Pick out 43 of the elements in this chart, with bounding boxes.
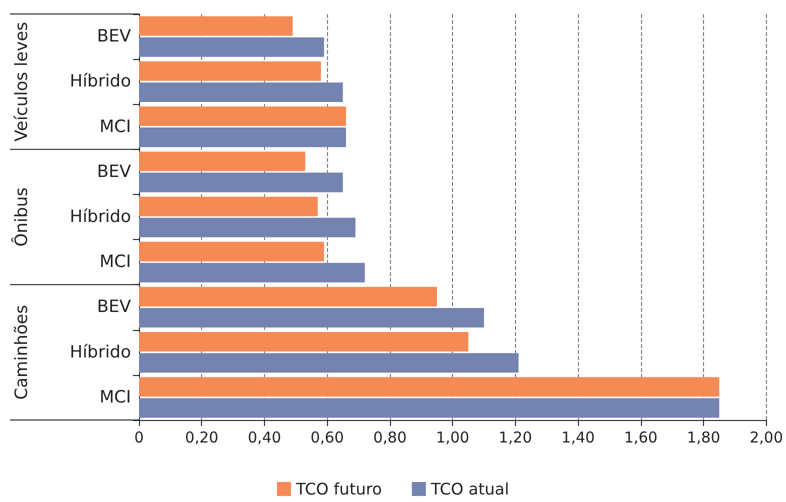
bar — [139, 353, 519, 373]
y-tick-label: Híbrido — [70, 72, 131, 92]
x-tick-label: 0 — [134, 428, 144, 446]
bar — [139, 152, 306, 172]
text: Ônibus — [11, 187, 32, 247]
y-tick-label: MCI — [99, 387, 131, 408]
bar — [139, 128, 346, 148]
bar — [139, 106, 346, 126]
text: Caminhões — [12, 304, 32, 400]
x-tick-label: 1,20 — [498, 428, 532, 446]
text: Veículos leves — [12, 22, 32, 142]
y-tick-label: Híbrido — [70, 207, 131, 227]
bar — [139, 308, 484, 328]
bar — [139, 242, 324, 262]
x-tick-label: 0,60 — [310, 428, 344, 446]
x-tick-label: 0,80 — [373, 428, 407, 446]
bar — [139, 37, 324, 57]
x-tick-label: 1,60 — [624, 428, 658, 446]
x-tick-label: 1,00 — [436, 428, 470, 446]
y-tick-label: BEV — [96, 162, 132, 182]
x-tick-label: 0,40 — [248, 428, 282, 446]
y-tick-label: MCI — [99, 116, 131, 137]
y-tick-label: MCI — [99, 252, 131, 272]
x-tick-label: 1,80 — [686, 428, 720, 446]
bar — [139, 61, 321, 81]
bar — [139, 218, 356, 238]
bar — [139, 398, 720, 418]
bar — [139, 377, 720, 397]
bar — [139, 196, 318, 216]
bar — [139, 286, 437, 306]
x-tick-label: 2,00 — [750, 428, 784, 446]
bar — [139, 172, 343, 192]
y-tick-label: BEV — [96, 26, 132, 47]
y-tick-label: BEV — [96, 297, 132, 318]
bar — [139, 332, 468, 352]
bar — [139, 16, 293, 36]
bar — [139, 262, 365, 282]
y-tick-label: Híbrido — [70, 342, 131, 362]
x-tick-label: 1,40 — [561, 428, 595, 446]
x-tick-label: 0,20 — [185, 428, 218, 446]
legend-label: TCO futuro — [294, 480, 382, 498]
bar — [139, 82, 343, 102]
legend-label: TCO atual — [430, 480, 510, 498]
